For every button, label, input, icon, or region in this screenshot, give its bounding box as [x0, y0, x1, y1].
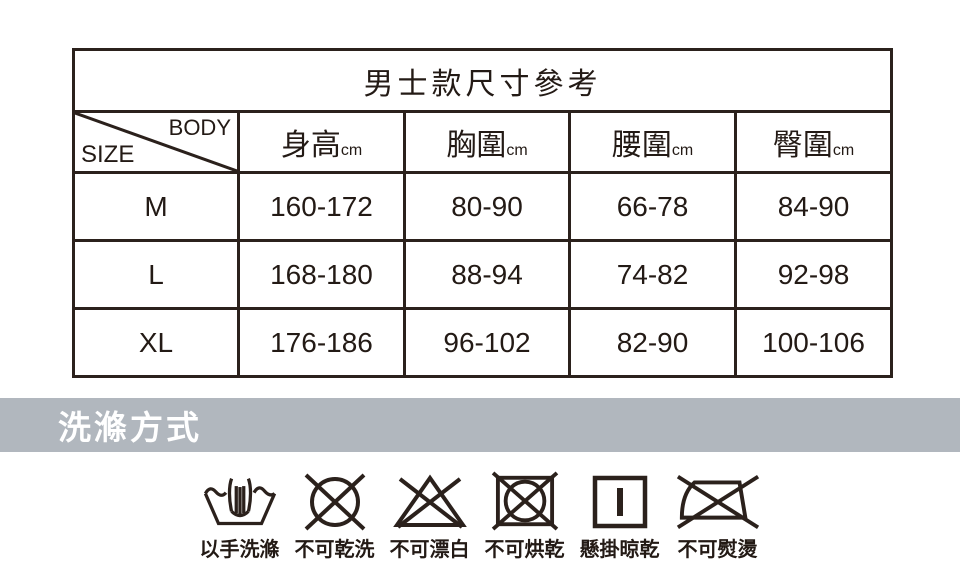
care-item-no-tumble-dry: 不可烘乾: [485, 471, 565, 562]
care-item-no-bleach: 不可漂白: [390, 473, 470, 562]
table-row-xl: XL 176-186 96-102 82-90 100-106: [72, 307, 894, 378]
column-label: 腰圍: [611, 129, 672, 162]
value-cell: 74-82: [568, 239, 737, 310]
hang-dry-icon: [592, 475, 647, 529]
column-header-hip: 臀圍cm: [733, 110, 894, 174]
wash-method-banner: 洗滌方式: [0, 398, 960, 452]
value-cell: 96-102: [403, 307, 571, 378]
column-label: 身高: [280, 129, 341, 162]
size-cell: M: [72, 171, 240, 242]
column-label: 胸圍: [446, 129, 507, 162]
no-bleach-icon: [392, 474, 467, 529]
column-unit: cm: [340, 142, 363, 159]
value-cell: 92-98: [733, 239, 894, 310]
value-cell: 88-94: [403, 239, 571, 310]
size-cell: L: [72, 239, 240, 310]
table-row-m: M 160-172 80-90 66-78 84-90: [72, 171, 894, 242]
value-cell: 100-106: [733, 307, 894, 378]
no-tumble-dry-icon: [491, 471, 558, 531]
care-item-no-dry-clean: 不可乾洗: [295, 473, 375, 562]
value-cell: 82-90: [568, 307, 737, 378]
column-header-chest: 胸圍cm: [403, 110, 571, 174]
corner-body-label: BODY: [168, 115, 231, 140]
care-icon-row: 以手洗滌 不可乾洗 不可漂白 不可: [0, 471, 960, 562]
value-cell: 176-186: [237, 307, 406, 378]
wash-method-title: 洗滌方式: [58, 409, 202, 446]
no-dry-clean-icon: [304, 473, 365, 531]
column-unit: cm: [832, 142, 855, 159]
care-item-hand-wash: 以手洗滌: [200, 473, 280, 562]
hand-wash-icon: [203, 478, 276, 526]
size-cell: XL: [72, 307, 240, 378]
care-label: 不可乾洗: [294, 539, 375, 561]
care-label: 不可烘乾: [484, 539, 565, 561]
diagonal-divider-line: [75, 113, 237, 171]
value-cell: 84-90: [733, 171, 894, 242]
column-unit: cm: [671, 142, 694, 159]
value-cell: 168-180: [237, 239, 406, 310]
corner-cell: BODY SIZE: [72, 110, 240, 174]
value-cell: 66-78: [568, 171, 737, 242]
corner-size-label: SIZE: [81, 141, 135, 168]
care-item-hang-dry: 懸掛晾乾: [580, 473, 660, 562]
column-header-height: 身高cm: [237, 110, 406, 174]
care-item-no-iron: 不可熨燙: [675, 473, 761, 562]
no-iron-icon: [676, 474, 759, 530]
table-header-row: BODY SIZE 身高cm 胸圍cm 腰圍cm 臀圍cm: [72, 110, 894, 174]
column-label: 臀圍: [772, 129, 833, 162]
value-cell: 80-90: [403, 171, 571, 242]
table-title-row: 男士款尺寸參考: [71, 48, 894, 113]
column-header-waist: 腰圍cm: [568, 110, 737, 174]
size-table: 男士款尺寸參考 BODY SIZE 身高cm 胸圍cm 腰圍cm 臀圍cm: [71, 48, 894, 378]
care-label: 不可漂白: [389, 539, 470, 561]
value-cell: 160-172: [237, 171, 406, 242]
care-label: 以手洗滌: [199, 539, 280, 561]
care-label: 懸掛晾乾: [579, 539, 660, 561]
table-row-l: L 168-180 88-94 74-82 92-98: [72, 239, 894, 310]
care-label: 不可熨燙: [677, 539, 758, 561]
column-unit: cm: [506, 142, 528, 159]
table-title: 男士款尺寸參考: [71, 48, 894, 113]
